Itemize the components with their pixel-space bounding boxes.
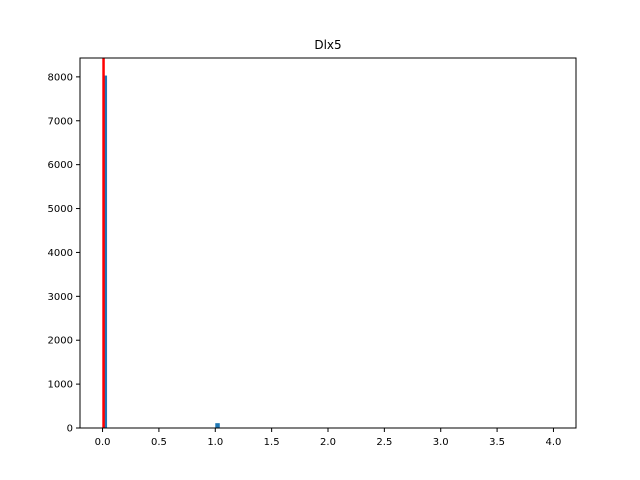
x-tick-label: 3.5 <box>489 437 505 448</box>
x-tick-label: 0.0 <box>95 437 111 448</box>
histogram-bar-0 <box>102 75 108 429</box>
x-tick-label: 1.0 <box>207 437 223 448</box>
y-tick-label: 0 <box>67 424 73 435</box>
chart-title: Dlx5 <box>314 38 341 52</box>
histogram-bar-1 <box>215 423 220 428</box>
y-tick-label: 2000 <box>48 336 73 347</box>
x-tick-label: 3.0 <box>433 437 449 448</box>
x-tick-label: 4.0 <box>546 437 562 448</box>
y-tick-label: 6000 <box>48 160 73 171</box>
y-tick-label: 5000 <box>48 204 73 215</box>
bars-group <box>102 75 220 429</box>
x-tick-label: 2.0 <box>320 437 336 448</box>
y-axis: 0 1000 2000 3000 4000 5000 6000 7000 8000 <box>48 72 80 435</box>
y-tick-label: 7000 <box>48 116 73 127</box>
y-tick-label: 4000 <box>48 248 73 259</box>
x-tick-label: 1.5 <box>264 437 280 448</box>
y-tick-label: 8000 <box>48 72 73 83</box>
y-tick-label: 3000 <box>48 292 73 303</box>
x-axis: 0.0 0.5 1.0 1.5 2.0 2.5 3.0 3.5 4.0 <box>95 428 562 448</box>
x-tick-label: 0.5 <box>151 437 167 448</box>
x-tick-label: 2.5 <box>376 437 392 448</box>
plot-frame <box>79 57 577 429</box>
y-tick-label: 1000 <box>48 380 73 391</box>
